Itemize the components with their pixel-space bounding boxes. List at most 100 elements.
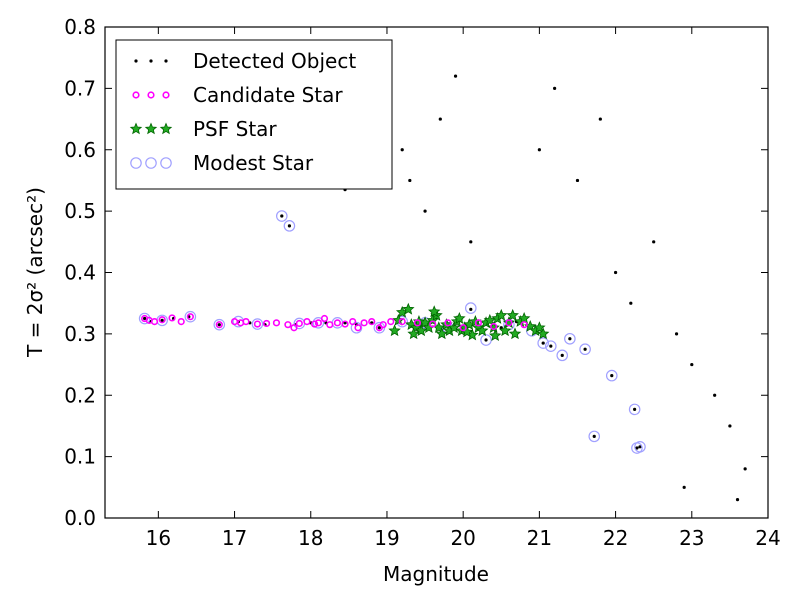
data-point — [402, 302, 415, 315]
data-point — [429, 320, 437, 328]
data-point — [242, 318, 250, 326]
data-point — [295, 319, 303, 328]
data-point — [262, 319, 271, 328]
x-tick-label: 23 — [679, 526, 704, 550]
y-tick-label: 0.8 — [64, 15, 96, 39]
data-point — [635, 446, 639, 450]
data-point — [398, 318, 406, 326]
legend-label: Modest Star — [193, 151, 314, 175]
data-point — [150, 318, 159, 326]
data-point — [490, 322, 498, 331]
data-point — [314, 319, 322, 327]
data-point — [290, 324, 298, 332]
data-point — [350, 321, 363, 334]
data-point — [564, 332, 576, 345]
legend-label: Candidate Star — [193, 83, 343, 107]
legend-marker — [149, 59, 153, 63]
data-point — [158, 316, 166, 324]
data-point — [735, 497, 740, 502]
data-point — [605, 369, 618, 382]
data-point — [184, 310, 197, 323]
legend-marker — [160, 157, 172, 169]
legend-label: PSF Star — [193, 117, 277, 141]
data-point — [588, 430, 601, 443]
data-point — [549, 344, 553, 348]
data-point — [280, 214, 284, 218]
data-point — [413, 319, 422, 327]
data-point — [469, 240, 473, 244]
y-tick-label: 0.6 — [64, 138, 96, 162]
legend-marker — [145, 157, 157, 169]
data-point — [186, 313, 194, 321]
x-tick-label: 21 — [527, 526, 552, 550]
data-point — [444, 319, 452, 327]
legend: Detected Object Candidate Star PSF Star Mod… — [115, 39, 393, 190]
data-point — [253, 320, 262, 328]
data-point — [407, 327, 420, 340]
data-point — [160, 318, 164, 322]
legend-marker — [144, 122, 158, 135]
x-tick-label: 22 — [603, 526, 628, 550]
data-point — [438, 117, 442, 121]
legend-item-detected-object: Detected Object — [134, 49, 356, 73]
x-tick-label: 19 — [374, 526, 399, 550]
data-point — [628, 403, 641, 416]
y-tick-label: 0.3 — [64, 322, 96, 346]
data-point — [377, 326, 381, 330]
x-tick-label: 20 — [450, 526, 475, 550]
y-tick-label: 0.2 — [64, 383, 96, 407]
data-point — [388, 324, 401, 337]
data-point — [459, 324, 467, 332]
data-point — [453, 311, 466, 324]
data-point — [349, 318, 357, 326]
data-point — [480, 334, 492, 346]
x-tick-label: 24 — [755, 526, 780, 550]
data-point — [215, 321, 223, 329]
data-point — [613, 270, 618, 275]
legend-box — [115, 39, 393, 190]
data-point — [400, 148, 404, 152]
data-point — [633, 407, 637, 411]
data-point — [435, 327, 449, 340]
x-tick-label: 16 — [146, 526, 171, 550]
data-point — [484, 338, 488, 342]
data-point — [138, 312, 151, 325]
data-point — [598, 117, 602, 121]
data-point — [333, 319, 342, 327]
data-point — [575, 178, 580, 183]
data-point — [360, 319, 368, 327]
data-point — [320, 314, 329, 323]
data-point — [537, 337, 549, 349]
data-point — [303, 318, 311, 326]
legend-marker — [162, 91, 170, 99]
data-point — [495, 308, 508, 321]
data-point — [310, 320, 319, 328]
data-point — [312, 317, 325, 329]
y-tick-label: 0.0 — [64, 506, 96, 530]
data-point — [427, 305, 441, 318]
data-point — [690, 362, 694, 367]
y-tick-label: 0.7 — [64, 76, 96, 100]
data-point — [287, 224, 292, 228]
data-point — [217, 323, 221, 327]
legend-marker — [129, 122, 143, 135]
data-point — [682, 485, 686, 489]
data-point — [272, 319, 281, 327]
data-point — [629, 301, 633, 305]
legend-label: Detected Object — [193, 49, 356, 73]
plot-area — [138, 74, 747, 502]
data-point — [331, 317, 344, 329]
legend-marker — [159, 122, 173, 135]
data-point — [143, 316, 147, 321]
data-point — [505, 319, 513, 327]
data-point — [674, 332, 679, 336]
data-point — [475, 324, 489, 337]
data-point — [283, 220, 296, 232]
legend-item-psf-star: PSF Star — [129, 117, 277, 141]
data-point — [251, 318, 264, 330]
x-axis-label: Magnitude — [383, 562, 489, 586]
data-point — [341, 320, 349, 328]
data-point — [387, 318, 395, 326]
data-point — [508, 327, 522, 340]
data-point — [177, 318, 185, 326]
